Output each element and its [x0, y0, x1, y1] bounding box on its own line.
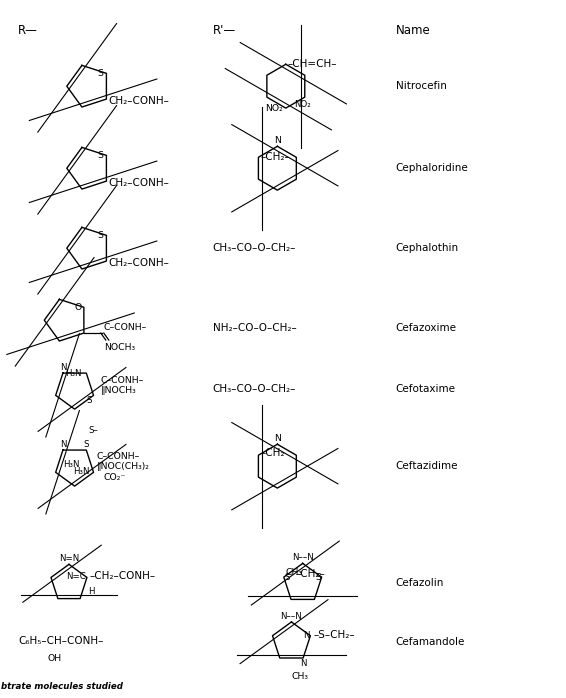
Text: N: N [274, 434, 281, 443]
Text: R'—: R'— [213, 24, 235, 37]
Text: –CH₂–: –CH₂– [295, 569, 325, 579]
Text: S–: S– [88, 426, 98, 435]
Text: R—: R— [18, 24, 38, 37]
Text: N=C: N=C [66, 572, 86, 581]
Text: N––N: N––N [281, 612, 302, 621]
Text: CH₃: CH₃ [285, 567, 302, 577]
Text: ‖NOC(CH₃)₂: ‖NOC(CH₃)₂ [97, 461, 149, 470]
Text: CH₃–CO–O–CH₂–: CH₃–CO–O–CH₂– [213, 384, 296, 394]
Text: Name: Name [396, 24, 430, 37]
Text: N: N [303, 631, 310, 640]
Text: CH₃–CO–O–CH₂–: CH₃–CO–O–CH₂– [213, 243, 296, 253]
Text: H₃N: H₃N [65, 369, 82, 378]
Text: S: S [285, 572, 290, 581]
Text: btrate molecules studied: btrate molecules studied [1, 682, 123, 691]
Text: C–CONH–: C–CONH– [101, 376, 144, 385]
Text: N: N [59, 363, 66, 372]
Text: NH₂–CO–O–CH₂–: NH₂–CO–O–CH₂– [213, 323, 297, 333]
Text: –CH₂–: –CH₂– [260, 152, 290, 163]
Text: S: S [97, 69, 104, 77]
Text: ‖NOCH₃: ‖NOCH₃ [101, 386, 136, 394]
Text: CH₂–CONH–: CH₂–CONH– [109, 96, 169, 106]
Text: C–CONH–: C–CONH– [97, 452, 140, 461]
Text: S: S [315, 572, 321, 581]
Text: S: S [97, 231, 104, 240]
Text: Nitrocefin: Nitrocefin [396, 81, 447, 91]
Text: N: N [300, 659, 306, 668]
Text: O: O [75, 303, 82, 312]
Text: CH₂–CONH–: CH₂–CONH– [109, 178, 169, 188]
Text: CO₂⁻: CO₂⁻ [104, 473, 126, 482]
Text: –CH₂–CONH–: –CH₂–CONH– [90, 572, 156, 581]
Text: CH₂–CONH–: CH₂–CONH– [109, 258, 169, 268]
Text: –CH=CH–: –CH=CH– [288, 59, 337, 69]
Text: –S–CH₂–: –S–CH₂– [314, 630, 355, 640]
Text: Cefamandole: Cefamandole [396, 637, 465, 647]
Text: Cefotaxime: Cefotaxime [396, 384, 456, 394]
Text: NO₂: NO₂ [265, 103, 283, 112]
Text: Cefazoxime: Cefazoxime [396, 323, 457, 333]
Text: H₃N: H₃N [73, 467, 89, 476]
Text: S: S [86, 396, 92, 406]
Text: C–CONH–: C–CONH– [104, 322, 147, 332]
Text: N––N: N––N [292, 554, 314, 563]
Text: S: S [97, 151, 104, 160]
Text: Cephalothin: Cephalothin [396, 243, 459, 253]
Text: Cephaloridine: Cephaloridine [396, 163, 469, 173]
Text: –CH₂: –CH₂ [260, 448, 285, 458]
Text: S: S [84, 440, 89, 449]
Text: N=N: N=N [59, 554, 79, 563]
Text: Ceftazidime: Ceftazidime [396, 461, 458, 471]
Text: CH₃: CH₃ [291, 672, 308, 681]
Text: H: H [88, 588, 94, 596]
Text: Cefazolin: Cefazolin [396, 578, 444, 588]
Text: C₆H₅–CH–CONH–: C₆H₅–CH–CONH– [18, 636, 104, 646]
Text: H₃N: H₃N [63, 460, 80, 469]
Text: N: N [59, 440, 66, 449]
Text: NOCH₃: NOCH₃ [104, 343, 135, 352]
Text: NO₂: NO₂ [294, 100, 311, 109]
Text: OH: OH [48, 654, 62, 663]
Text: N: N [274, 136, 281, 145]
